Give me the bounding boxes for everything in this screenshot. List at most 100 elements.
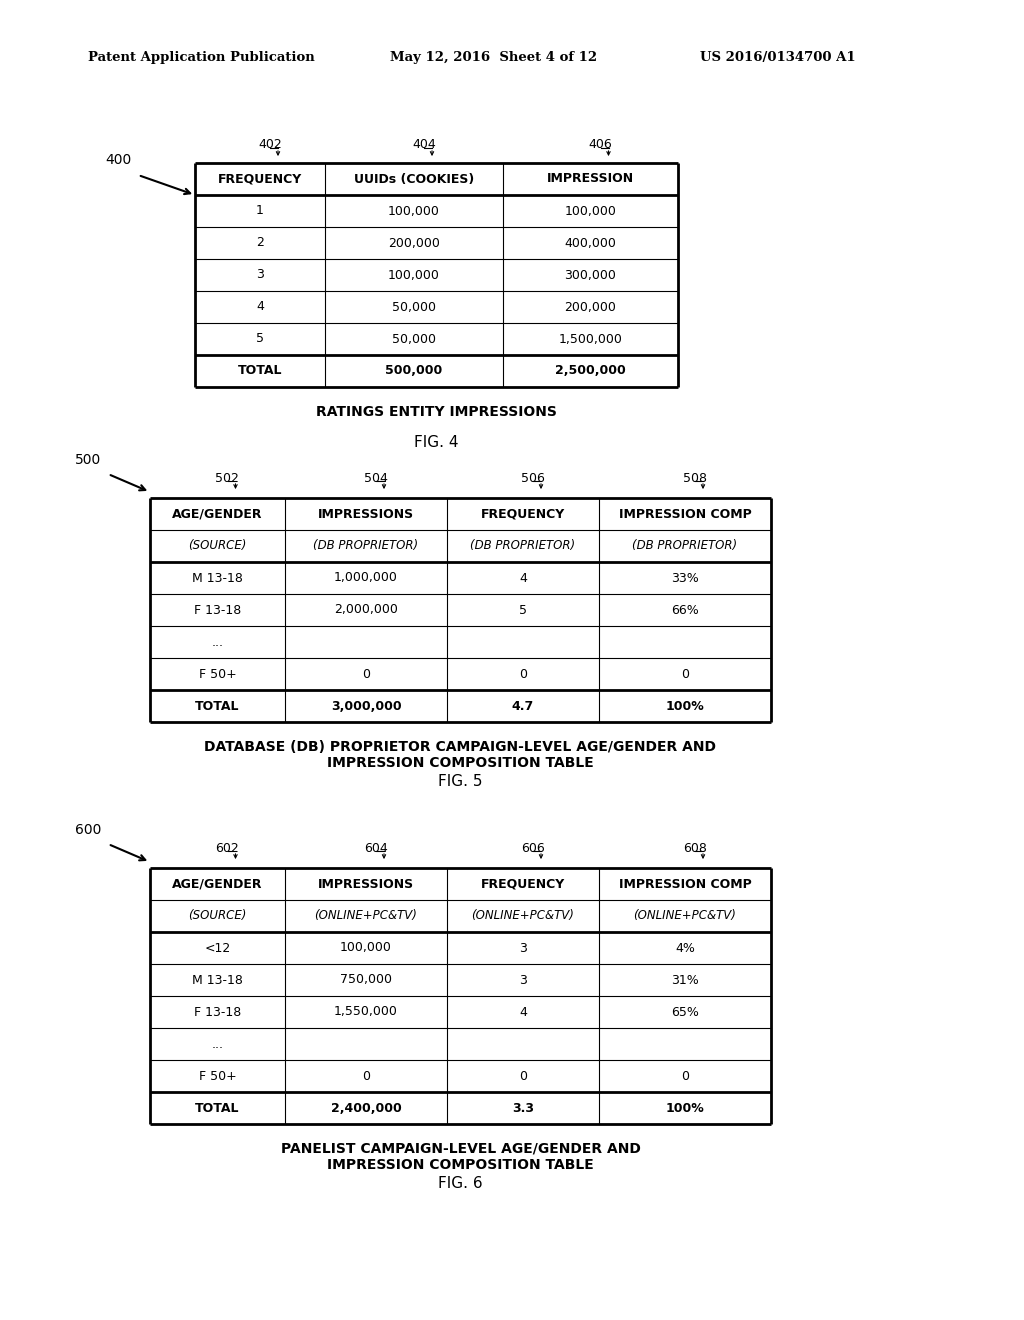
- Text: 50,000: 50,000: [392, 333, 436, 346]
- Text: FREQUENCY: FREQUENCY: [481, 878, 565, 891]
- Text: 4: 4: [519, 572, 527, 585]
- Text: 100,000: 100,000: [388, 268, 440, 281]
- Text: DATABASE (DB) PROPRIETOR CAMPAIGN-LEVEL AGE/GENDER AND
IMPRESSION COMPOSITION TA: DATABASE (DB) PROPRIETOR CAMPAIGN-LEVEL …: [205, 741, 717, 770]
- Text: 606: 606: [521, 842, 545, 854]
- Text: (SOURCE): (SOURCE): [188, 540, 247, 553]
- Text: IMPRESSION COMP: IMPRESSION COMP: [618, 878, 752, 891]
- Text: 100%: 100%: [666, 700, 705, 713]
- Text: 500,000: 500,000: [385, 364, 442, 378]
- Text: 4: 4: [519, 1006, 527, 1019]
- Text: (DB PROPRIETOR): (DB PROPRIETOR): [470, 540, 575, 553]
- Text: (ONLINE+PC&TV): (ONLINE+PC&TV): [314, 909, 418, 923]
- Text: 1: 1: [256, 205, 264, 218]
- Text: 4%: 4%: [675, 941, 695, 954]
- Text: FREQUENCY: FREQUENCY: [218, 173, 302, 186]
- Text: 50,000: 50,000: [392, 301, 436, 314]
- Text: 5: 5: [519, 603, 527, 616]
- Text: 2: 2: [256, 236, 264, 249]
- Text: May 12, 2016  Sheet 4 of 12: May 12, 2016 Sheet 4 of 12: [390, 50, 597, 63]
- Text: 0: 0: [362, 668, 370, 681]
- Text: ...: ...: [212, 1038, 223, 1051]
- Text: F 13-18: F 13-18: [194, 1006, 241, 1019]
- Text: 500: 500: [75, 453, 101, 467]
- Bar: [150, 869, 771, 1125]
- Text: ...: ...: [212, 635, 223, 648]
- Text: AGE/GENDER: AGE/GENDER: [172, 878, 263, 891]
- Text: M 13-18: M 13-18: [193, 572, 243, 585]
- Text: FIG. 6: FIG. 6: [438, 1176, 482, 1191]
- Text: 200,000: 200,000: [388, 236, 440, 249]
- Text: IMPRESSIONS: IMPRESSIONS: [317, 878, 414, 891]
- Text: 2,400,000: 2,400,000: [331, 1101, 401, 1114]
- Text: 2,500,000: 2,500,000: [555, 364, 626, 378]
- Text: 406: 406: [589, 139, 612, 152]
- Text: F 50+: F 50+: [199, 1069, 237, 1082]
- Text: 33%: 33%: [671, 572, 698, 585]
- Text: IMPRESSION COMP: IMPRESSION COMP: [618, 507, 752, 520]
- Text: FIG. 5: FIG. 5: [438, 774, 482, 789]
- Text: 502: 502: [215, 471, 240, 484]
- Text: 3,000,000: 3,000,000: [331, 700, 401, 713]
- Text: 0: 0: [681, 1069, 689, 1082]
- Text: IMPRESSIONS: IMPRESSIONS: [317, 507, 414, 520]
- Text: (SOURCE): (SOURCE): [188, 909, 247, 923]
- Text: 31%: 31%: [671, 974, 698, 986]
- Text: F 13-18: F 13-18: [194, 603, 241, 616]
- Text: FIG. 4: FIG. 4: [415, 436, 459, 450]
- Text: 750,000: 750,000: [340, 974, 392, 986]
- Text: 100,000: 100,000: [564, 205, 616, 218]
- Text: 0: 0: [519, 668, 527, 681]
- Text: 402: 402: [258, 139, 282, 152]
- Text: 1,500,000: 1,500,000: [558, 333, 623, 346]
- Text: PANELIST CAMPAIGN-LEVEL AGE/GENDER AND
IMPRESSION COMPOSITION TABLE: PANELIST CAMPAIGN-LEVEL AGE/GENDER AND I…: [281, 1142, 640, 1172]
- Text: 300,000: 300,000: [564, 268, 616, 281]
- Text: 2,000,000: 2,000,000: [334, 603, 398, 616]
- Text: IMPRESSION: IMPRESSION: [547, 173, 634, 186]
- Text: 608: 608: [683, 842, 707, 854]
- Text: TOTAL: TOTAL: [196, 700, 240, 713]
- Text: 3.3: 3.3: [512, 1101, 534, 1114]
- Text: 508: 508: [683, 471, 707, 484]
- Text: (ONLINE+PC&TV): (ONLINE+PC&TV): [634, 909, 736, 923]
- Text: US 2016/0134700 A1: US 2016/0134700 A1: [700, 50, 856, 63]
- Text: 65%: 65%: [671, 1006, 699, 1019]
- Text: RATINGS ENTITY IMPRESSIONS: RATINGS ENTITY IMPRESSIONS: [316, 405, 557, 418]
- Text: TOTAL: TOTAL: [238, 364, 283, 378]
- Text: 100%: 100%: [666, 1101, 705, 1114]
- Text: 400: 400: [105, 153, 131, 168]
- Text: (DB PROPRIETOR): (DB PROPRIETOR): [313, 540, 419, 553]
- Text: 604: 604: [364, 842, 388, 854]
- Text: 602: 602: [215, 842, 240, 854]
- Bar: [195, 162, 678, 387]
- Text: F 50+: F 50+: [199, 668, 237, 681]
- Text: (ONLINE+PC&TV): (ONLINE+PC&TV): [472, 909, 574, 923]
- Text: 1,550,000: 1,550,000: [334, 1006, 398, 1019]
- Text: Patent Application Publication: Patent Application Publication: [88, 50, 314, 63]
- Text: 0: 0: [681, 668, 689, 681]
- Text: FREQUENCY: FREQUENCY: [481, 507, 565, 520]
- Text: 4: 4: [256, 301, 264, 314]
- Text: 66%: 66%: [671, 603, 698, 616]
- Text: 200,000: 200,000: [564, 301, 616, 314]
- Text: 400,000: 400,000: [564, 236, 616, 249]
- Text: 100,000: 100,000: [388, 205, 440, 218]
- Text: 504: 504: [364, 471, 388, 484]
- Text: <12: <12: [205, 941, 230, 954]
- Text: 5: 5: [256, 333, 264, 346]
- Text: 4.7: 4.7: [512, 700, 535, 713]
- Text: UUIDs (COOKIES): UUIDs (COOKIES): [354, 173, 474, 186]
- Text: 3: 3: [519, 974, 527, 986]
- Text: 404: 404: [412, 139, 436, 152]
- Text: 3: 3: [519, 941, 527, 954]
- Text: (DB PROPRIETOR): (DB PROPRIETOR): [633, 540, 737, 553]
- Text: 100,000: 100,000: [340, 941, 392, 954]
- Text: 600: 600: [75, 822, 101, 837]
- Text: 3: 3: [256, 268, 264, 281]
- Text: 1,000,000: 1,000,000: [334, 572, 398, 585]
- Text: TOTAL: TOTAL: [196, 1101, 240, 1114]
- Text: 0: 0: [519, 1069, 527, 1082]
- Text: M 13-18: M 13-18: [193, 974, 243, 986]
- Text: 506: 506: [521, 471, 545, 484]
- Bar: [150, 498, 771, 722]
- Text: AGE/GENDER: AGE/GENDER: [172, 507, 263, 520]
